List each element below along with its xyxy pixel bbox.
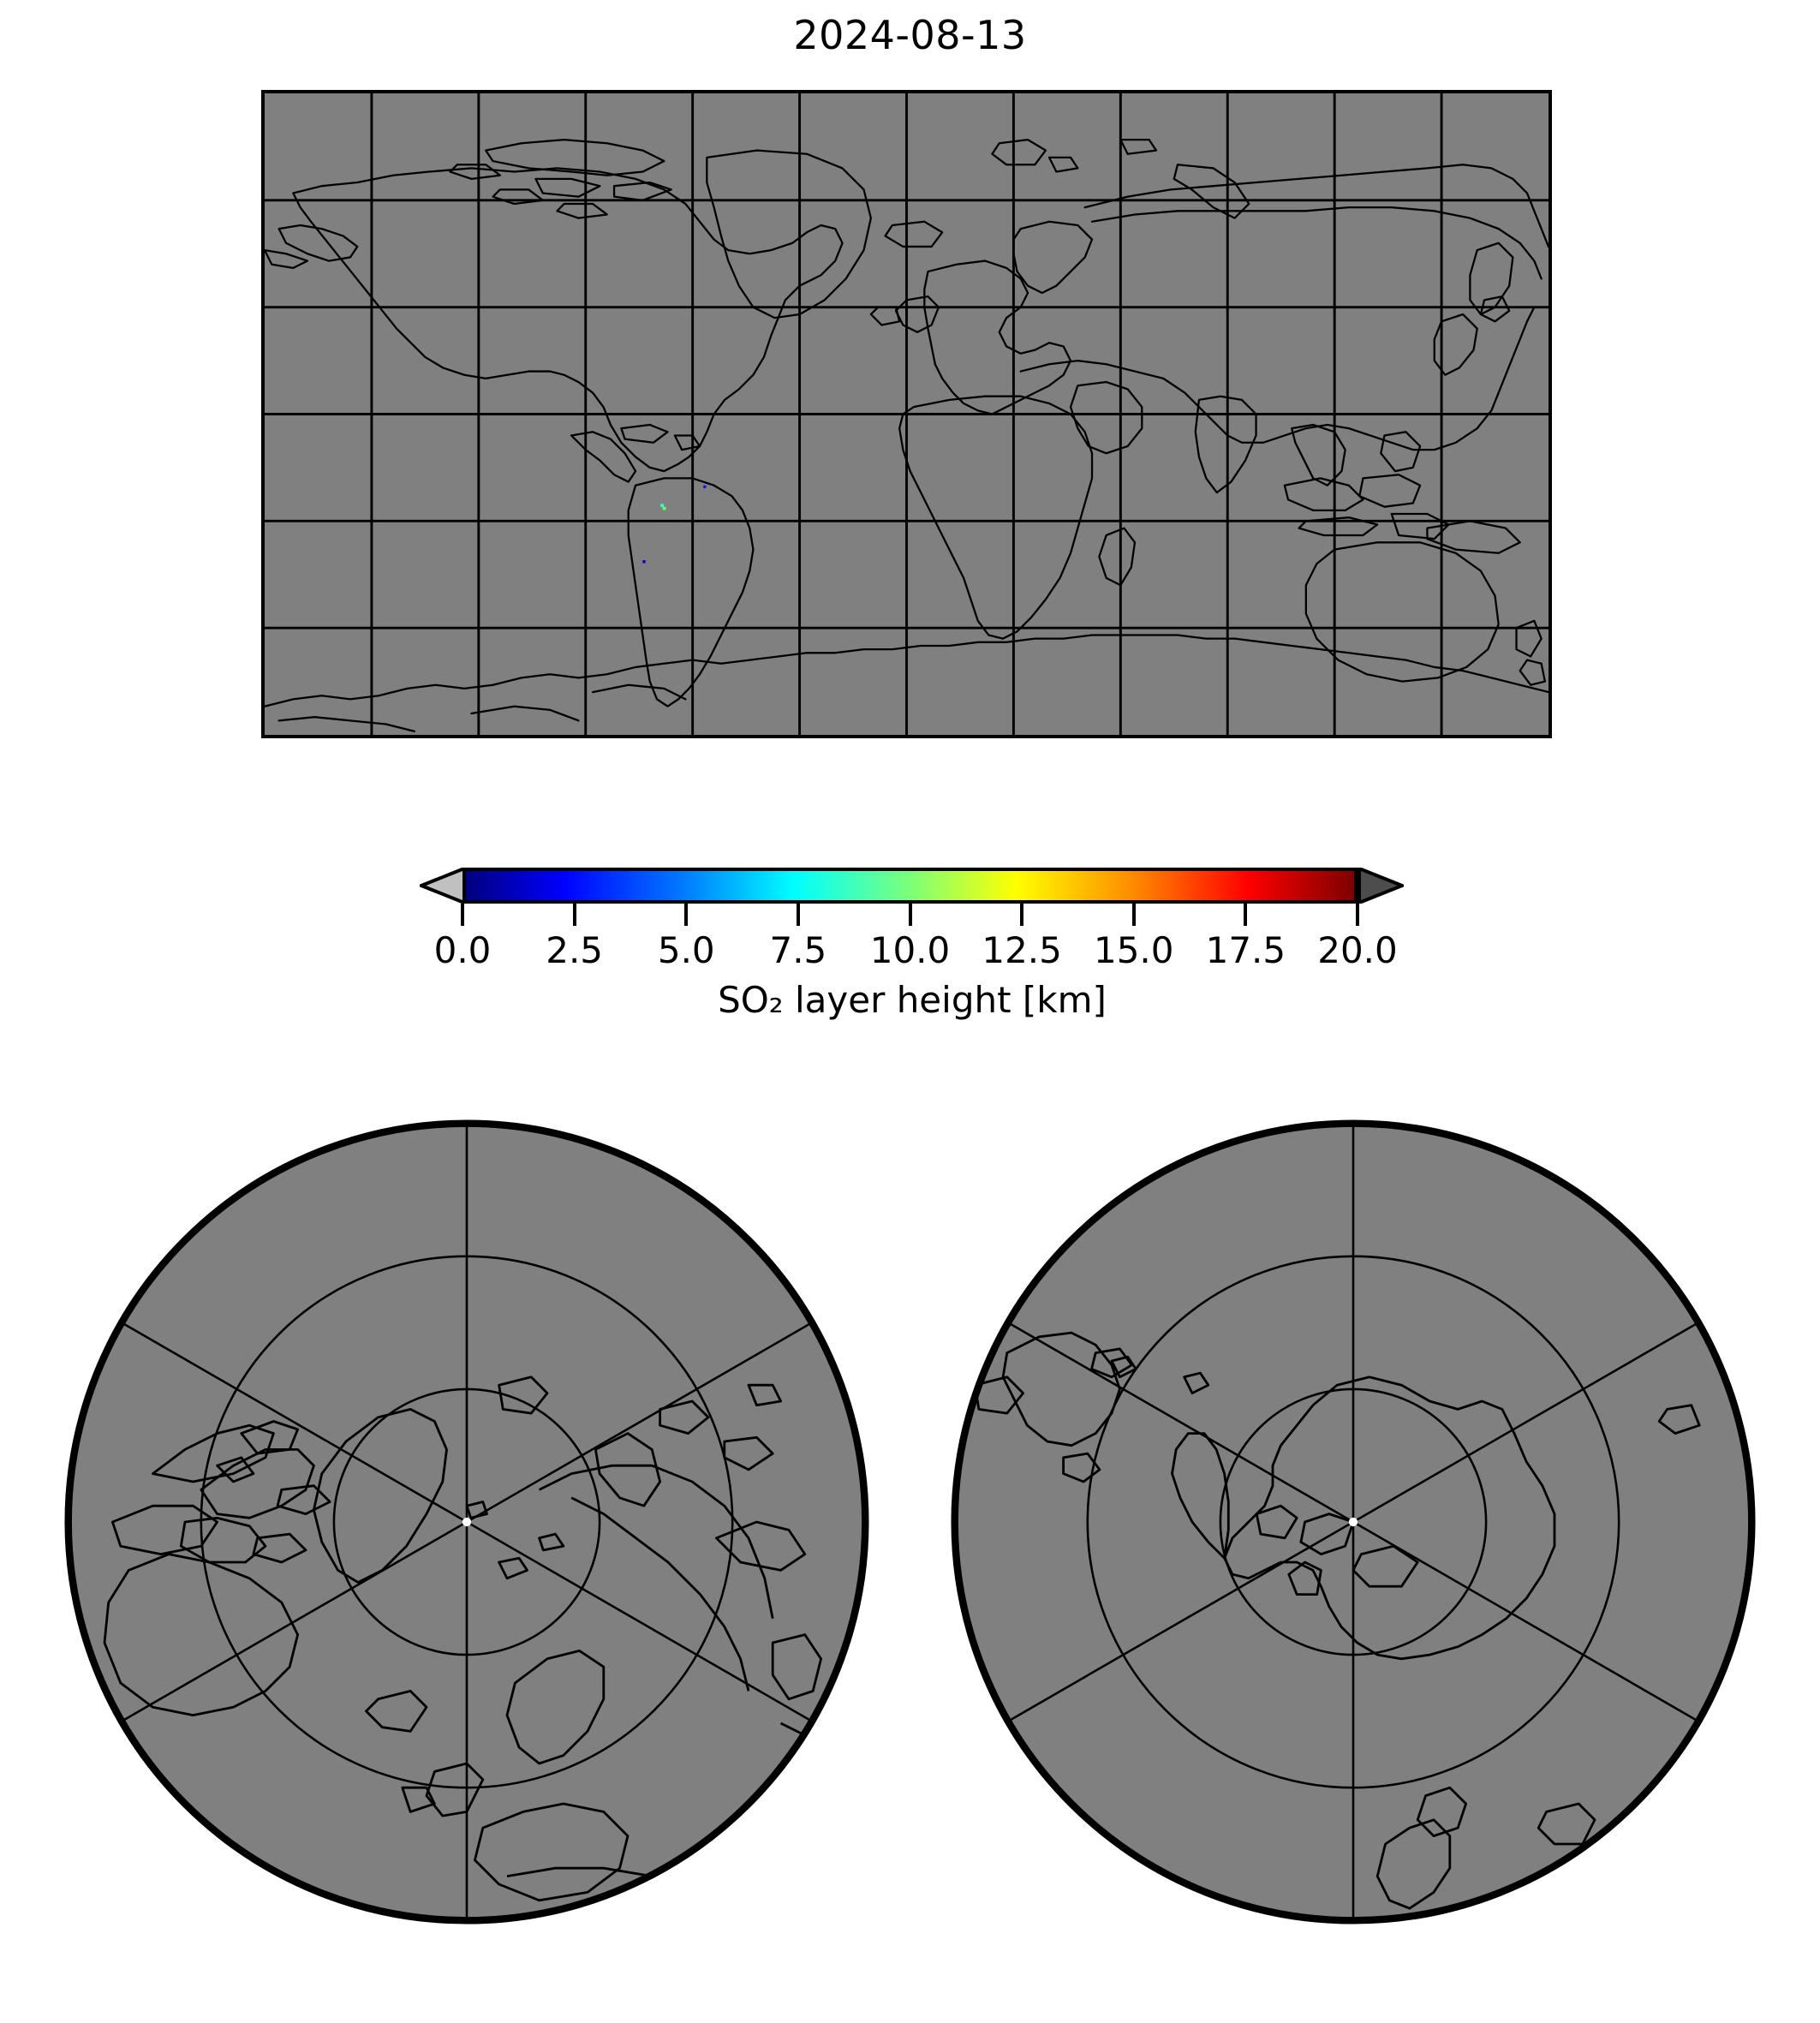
colorbar[interactable]: 0.0 2.5 5.0 7.5 10.0 12.5 15.0 17.5 20.0… <box>403 861 1422 1032</box>
colorbar-ticks <box>461 904 1359 926</box>
colorbar-tick <box>908 904 912 926</box>
coastlines-global <box>265 138 1548 732</box>
north-polar-svg <box>64 1119 869 1925</box>
colorbar-tick <box>796 904 800 926</box>
colorbar-tick <box>1020 904 1024 926</box>
graticule-global <box>265 93 1548 735</box>
colorbar-tick <box>1131 904 1136 926</box>
so2-data-pixels <box>642 485 707 564</box>
colorbar-tick-label: 12.5 <box>982 929 1062 971</box>
colorbar-tick-label: 2.5 <box>546 929 604 971</box>
south-polar-outline <box>951 1119 1756 1925</box>
colorbar-tick <box>1244 904 1248 926</box>
south-polar-svg <box>951 1119 1756 1925</box>
colorbar-tick-labels: 0.0 2.5 5.0 7.5 10.0 12.5 15.0 17.5 20.0 <box>434 929 1398 972</box>
colorbar-tick <box>572 904 576 926</box>
south-pole-marker <box>1348 1517 1358 1527</box>
colorbar-tick <box>461 904 464 926</box>
colorbar-tick-label: 20.0 <box>1317 929 1398 971</box>
global-map-panel[interactable] <box>261 90 1552 738</box>
colorbar-gradient <box>462 868 1358 904</box>
colorbar-tick-label: 10.0 <box>869 929 951 971</box>
colorbar-tick-label: 0.0 <box>433 929 492 971</box>
colorbar-bar-wrap: 0.0 2.5 5.0 7.5 10.0 12.5 15.0 17.5 20.0 <box>403 861 1422 971</box>
colorbar-tick-label: 17.5 <box>1205 929 1286 971</box>
global-map-svg <box>265 93 1548 735</box>
north-polar-outline <box>64 1119 869 1925</box>
colorbar-tick <box>684 904 689 926</box>
colorbar-tick <box>1356 904 1359 926</box>
colorbar-tick-label: 15.0 <box>1093 929 1174 971</box>
north-pole-marker <box>462 1517 472 1527</box>
figure-title: 2024-08-13 <box>793 12 1027 58</box>
north-polar-map-panel[interactable] <box>64 1119 869 1925</box>
colorbar-tick-label: 7.5 <box>769 929 827 971</box>
colorbar-axis-label: SO₂ layer height [km] <box>718 979 1107 1021</box>
south-polar-map-panel[interactable] <box>951 1119 1756 1925</box>
colorbar-tick-label: 5.0 <box>657 929 715 971</box>
